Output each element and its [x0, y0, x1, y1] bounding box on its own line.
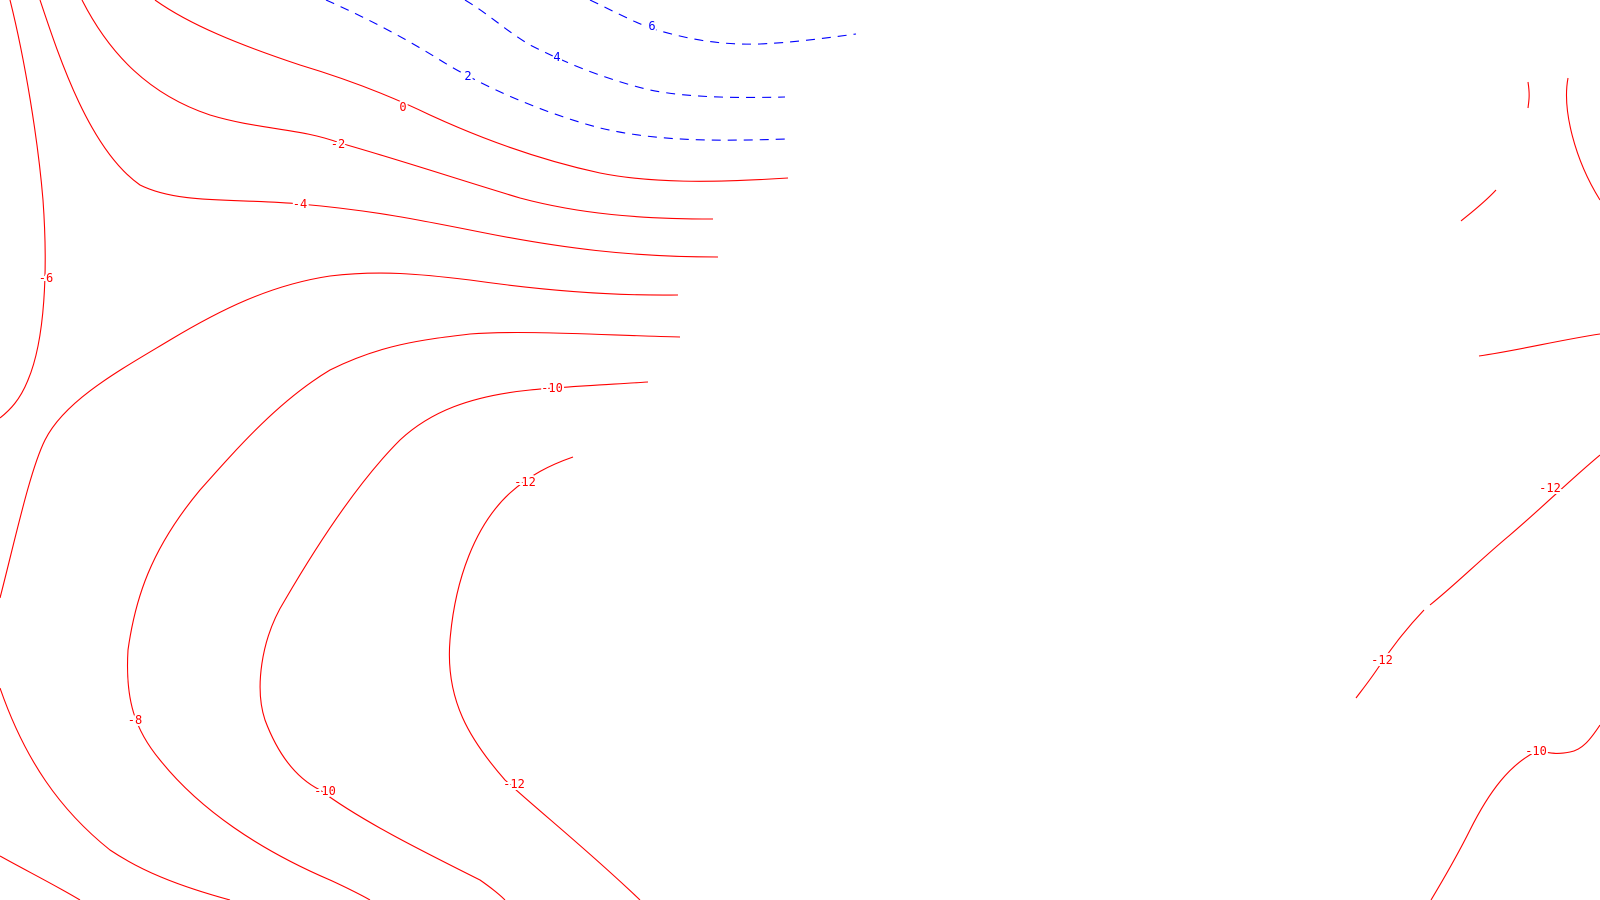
contour-label-minus-2: -2	[331, 137, 345, 151]
contour-minus-12: -12 -12	[448, 456, 641, 900]
contour-4: 4	[464, 0, 786, 99]
contour-line-minus-2	[81, 0, 714, 220]
contour-line-minus-12	[448, 456, 641, 900]
contour-line-0	[154, 0, 789, 182]
contour-line-minus-4	[39, 0, 719, 258]
contour-line-minus-12-right-lower	[1355, 609, 1425, 699]
contour-line-minus-8-left	[0, 687, 231, 900]
contour-0: 0	[154, 0, 789, 182]
contour-line-minus-10-right	[1430, 724, 1600, 900]
contour-minus-10: -10 -10	[259, 379, 649, 900]
contour-label-minus-8: -8	[128, 713, 142, 727]
contour-label-0: 0	[399, 100, 406, 114]
contour-fragment-top-b	[1566, 77, 1600, 201]
contour-label-minus-10-right: -10	[1525, 744, 1547, 758]
contour-line-4	[464, 0, 786, 99]
contour-2: 2	[325, 0, 789, 141]
contour-label-4: 4	[553, 50, 560, 64]
contour-label-minus-4: -4	[293, 197, 307, 211]
contour-minus-8: -8	[0, 272, 681, 900]
contour-label-2: 2	[464, 69, 471, 83]
contour-line-minus-12-right-upper	[1429, 454, 1600, 606]
contour-label-minus-12-right-a: -12	[1539, 481, 1561, 495]
contour-line-minus-6	[0, 0, 46, 419]
contour-minus-12-right: -12 -12	[1355, 77, 1600, 699]
contour-line-minus-8-corner	[0, 855, 81, 900]
contour-label-minus-12-right-b: -12	[1371, 653, 1393, 667]
contour-minus-10-right: -10	[1430, 724, 1600, 900]
contour-line-6	[589, 0, 857, 45]
contour-line-2	[325, 0, 789, 141]
contour-label-6: 6	[648, 19, 655, 33]
contour-minus-4: -4	[39, 0, 719, 258]
contour-label-minus-10-top: -10	[541, 381, 563, 395]
contour-fragment-mid-a	[1460, 189, 1497, 222]
contour-minus-6: -6	[0, 0, 55, 419]
contour-label-minus-6: -6	[39, 271, 53, 285]
contour-label-minus-12-top: -12	[514, 475, 536, 489]
contour-line-minus-8-lower	[126, 331, 681, 900]
contour-fragment-mid-b	[1478, 333, 1600, 357]
contour-line-minus-8-upper	[0, 272, 679, 599]
contour-label-minus-12-bottom: -12	[503, 777, 525, 791]
contour-minus-2: -2	[81, 0, 714, 220]
contour-6: 6	[589, 0, 857, 45]
contour-fragment-top-a	[1527, 81, 1530, 109]
contour-line-minus-10	[259, 381, 649, 900]
contour-label-minus-10-bottom: -10	[314, 784, 336, 798]
